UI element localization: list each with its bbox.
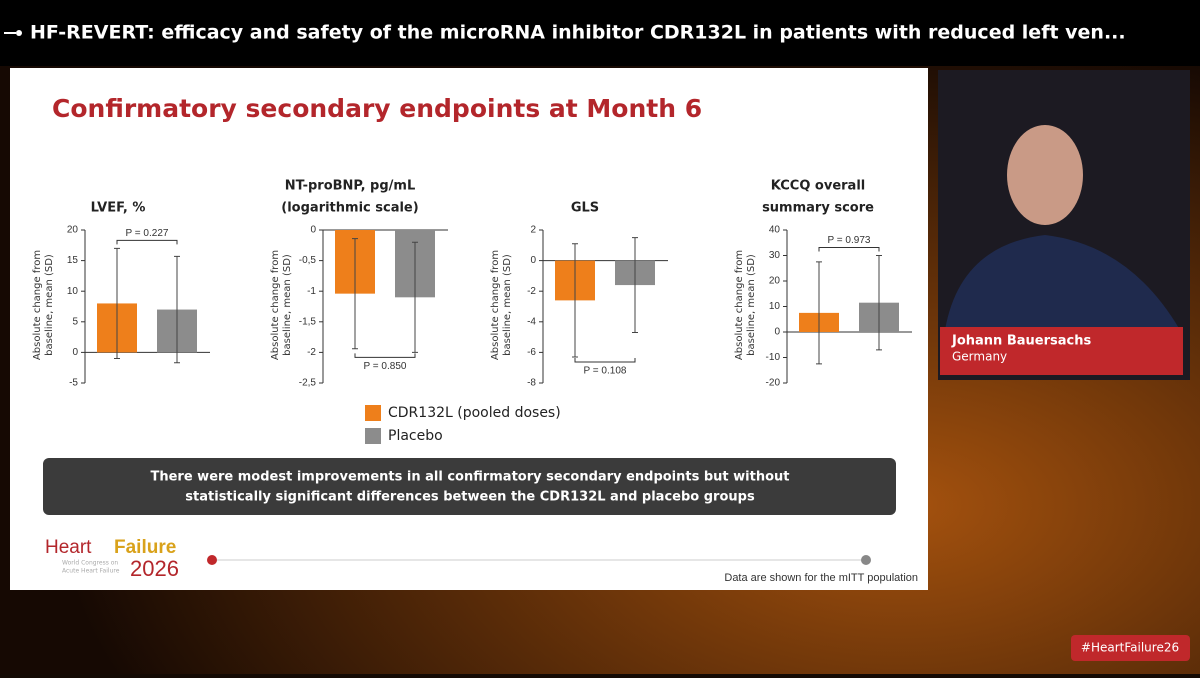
y-tick-label: -2,5 bbox=[299, 378, 317, 389]
y-tick-label: -1,5 bbox=[299, 316, 317, 327]
p-bracket bbox=[354, 353, 416, 358]
error-bar bbox=[816, 261, 822, 365]
logo-sub: World Congress on bbox=[62, 560, 118, 567]
stream-title: HF-REVERT: efficacy and safety of the mi… bbox=[30, 22, 1126, 44]
speaker-suit bbox=[945, 235, 1180, 330]
p-bracket bbox=[116, 239, 178, 245]
chart-title: KCCQ overall bbox=[771, 179, 865, 194]
y-tick-label: 15 bbox=[67, 255, 79, 266]
legend-swatch bbox=[365, 428, 381, 444]
chart-title: GLS bbox=[571, 201, 599, 216]
y-tick-label: 40 bbox=[769, 225, 781, 236]
y-tick-label: 10 bbox=[67, 286, 79, 297]
y-tick-label: -0,5 bbox=[299, 255, 317, 266]
speaker-country: Germany bbox=[952, 350, 1007, 364]
y-tick-label: -4 bbox=[527, 316, 536, 327]
error-bar bbox=[352, 238, 358, 350]
y-tick-label: 0 bbox=[72, 347, 78, 358]
y-tick-label: 0 bbox=[530, 255, 536, 266]
chart-title: summary score bbox=[762, 201, 874, 216]
y-tick-label: -10 bbox=[766, 352, 781, 363]
y-tick-label: 2 bbox=[530, 225, 536, 236]
chart-title: LVEF, % bbox=[91, 201, 146, 216]
y-axis-label: baseline, mean (SD) bbox=[44, 254, 55, 356]
conclusion-box bbox=[43, 458, 896, 515]
y-tick-label: 20 bbox=[769, 276, 781, 287]
error-bar bbox=[632, 237, 638, 334]
p-value: P = 0.108 bbox=[584, 366, 627, 377]
timeline-dot bbox=[861, 555, 871, 565]
y-tick-label: 5 bbox=[72, 316, 78, 327]
title-bar bbox=[0, 0, 1200, 66]
error-bar bbox=[572, 243, 578, 358]
y-tick-label: -5 bbox=[69, 378, 78, 389]
y-axis-label: Absolute change from bbox=[270, 250, 281, 360]
conclusion-line: statistically significant differences be… bbox=[185, 490, 755, 505]
y-tick-label: -20 bbox=[766, 378, 781, 389]
timeline-dot bbox=[207, 555, 217, 565]
p-bracket bbox=[818, 247, 880, 252]
y-tick-label: 10 bbox=[769, 301, 781, 312]
y-tick-label: -1 bbox=[307, 286, 316, 297]
title-bar-dot bbox=[16, 30, 22, 36]
error-bar bbox=[876, 255, 882, 351]
y-tick-label: -2 bbox=[527, 286, 536, 297]
chart-title: (logarithmic scale) bbox=[281, 201, 418, 216]
legend-label: CDR132L (pooled doses) bbox=[388, 405, 561, 421]
name-box bbox=[940, 327, 1183, 375]
error-bar bbox=[114, 247, 120, 360]
error-bar bbox=[174, 255, 180, 364]
slide-title: Confirmatory secondary endpoints at Mont… bbox=[52, 94, 702, 123]
logo-word: Heart bbox=[45, 537, 92, 558]
hashtag: #HeartFailure26 bbox=[1081, 641, 1179, 655]
logo-sub: Acute Heart Failure bbox=[62, 568, 120, 575]
speaker-head bbox=[1007, 125, 1083, 225]
y-axis-label: Absolute change from bbox=[490, 250, 501, 360]
logo-word: Failure bbox=[114, 537, 176, 558]
y-tick-label: -6 bbox=[527, 347, 536, 358]
y-tick-label: -2 bbox=[307, 347, 316, 358]
y-tick-label: 0 bbox=[310, 225, 316, 236]
logo-year: 2026 bbox=[130, 556, 179, 581]
p-bracket bbox=[574, 357, 636, 363]
y-axis-label: baseline, mean (SD) bbox=[502, 254, 513, 356]
p-value: P = 0.227 bbox=[126, 228, 169, 239]
conclusion-line: There were modest improvements in all co… bbox=[150, 470, 789, 485]
p-value: P = 0.973 bbox=[828, 235, 871, 246]
y-tick-label: 30 bbox=[769, 250, 781, 261]
y-tick-label: 0 bbox=[774, 327, 780, 338]
hashtag-box bbox=[1071, 635, 1190, 661]
legend-label: Placebo bbox=[388, 428, 443, 444]
legend-swatch bbox=[365, 405, 381, 421]
y-axis-label: Absolute change from bbox=[734, 250, 745, 360]
footnote: Data are shown for the mITT population bbox=[724, 572, 918, 584]
p-value: P = 0.850 bbox=[364, 361, 407, 372]
y-axis-label: baseline, mean (SD) bbox=[282, 254, 293, 356]
y-tick-label: -8 bbox=[527, 378, 536, 389]
y-tick-label: 20 bbox=[67, 225, 79, 236]
error-bar bbox=[412, 241, 418, 353]
speaker-name: Johann Bauersachs bbox=[951, 334, 1091, 349]
chart-title: NT-proBNP, pg/mL bbox=[285, 179, 415, 194]
y-axis-label: baseline, mean (SD) bbox=[746, 254, 757, 356]
y-axis-label: Absolute change from bbox=[32, 250, 43, 360]
